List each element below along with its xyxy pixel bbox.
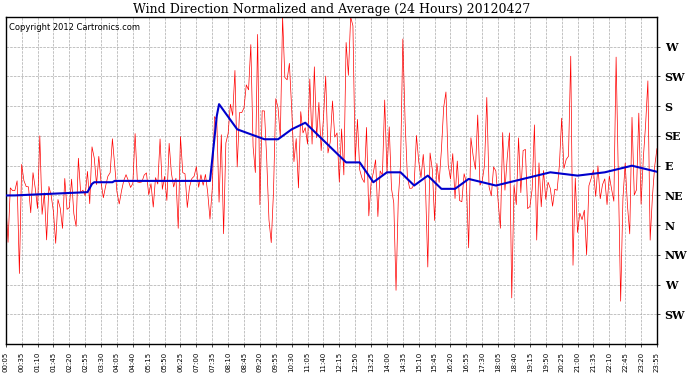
- Title: Wind Direction Normalized and Average (24 Hours) 20120427: Wind Direction Normalized and Average (2…: [132, 3, 530, 16]
- Text: Copyright 2012 Cartronics.com: Copyright 2012 Cartronics.com: [9, 24, 140, 33]
